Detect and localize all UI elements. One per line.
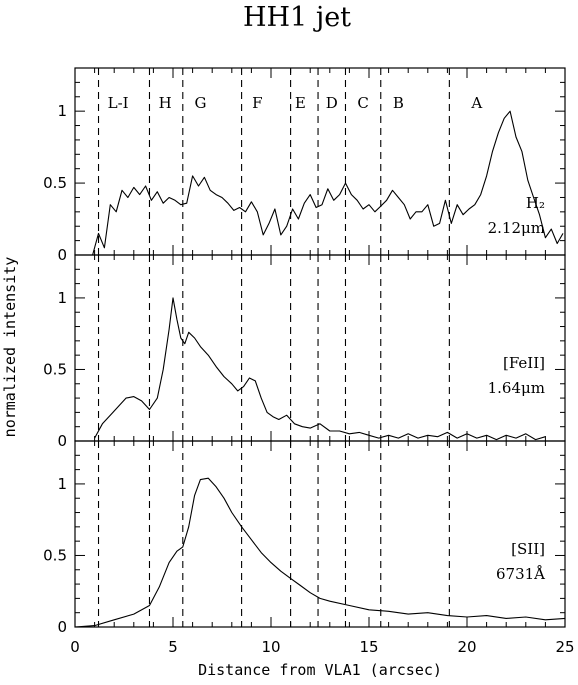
y-tick-label: 0.5 — [43, 174, 67, 192]
y-tick-label: 1 — [57, 475, 67, 493]
y-tick-label: 0.5 — [43, 360, 67, 378]
x-axis-label: Distance from VLA1 (arcsec) — [198, 661, 442, 679]
knot-label: E — [295, 94, 306, 112]
x-tick-label: 0 — [70, 638, 80, 656]
y-tick-label: 1 — [57, 289, 67, 307]
x-tick-label: 15 — [359, 638, 378, 656]
panel-label-FeII: [FeII] — [503, 354, 545, 372]
y-axis-label: normalized intensity — [1, 257, 19, 438]
x-tick-label: 25 — [555, 638, 574, 656]
knot-label: L-I — [108, 94, 129, 112]
knot-label: A — [470, 94, 482, 112]
x-tick-label: 20 — [457, 638, 476, 656]
series-line-FeII — [94, 297, 546, 441]
y-tick-label: 0 — [57, 618, 67, 636]
y-tick-label: 0 — [57, 246, 67, 264]
panel-label-FeII: 1.64μm — [488, 379, 545, 397]
x-tick-label: 5 — [168, 638, 178, 656]
panel-frame-SII — [74, 440, 566, 628]
x-tick-label: 10 — [261, 638, 280, 656]
knot-label: C — [357, 94, 368, 112]
knot-label: F — [252, 94, 262, 112]
y-tick-label: 1 — [57, 102, 67, 120]
panel-frame-FeII — [74, 254, 566, 442]
knot-label: H — [159, 94, 172, 112]
panel-label-H2: 2.12μm — [488, 219, 545, 237]
panel-label-SII: 6731Å — [496, 565, 545, 583]
y-tick-label: 0.5 — [43, 546, 67, 564]
knot-label: G — [194, 94, 206, 112]
knot-label: B — [393, 94, 404, 112]
knot-label: D — [326, 94, 338, 112]
series-line-SII — [74, 477, 566, 628]
panel-label-H2: H₂ — [526, 194, 545, 212]
chart-title: HH1 jet — [243, 2, 351, 33]
y-tick-label: 0 — [57, 432, 67, 450]
series-line-H2 — [92, 110, 564, 256]
panel-label-SII: [SII] — [511, 540, 545, 558]
